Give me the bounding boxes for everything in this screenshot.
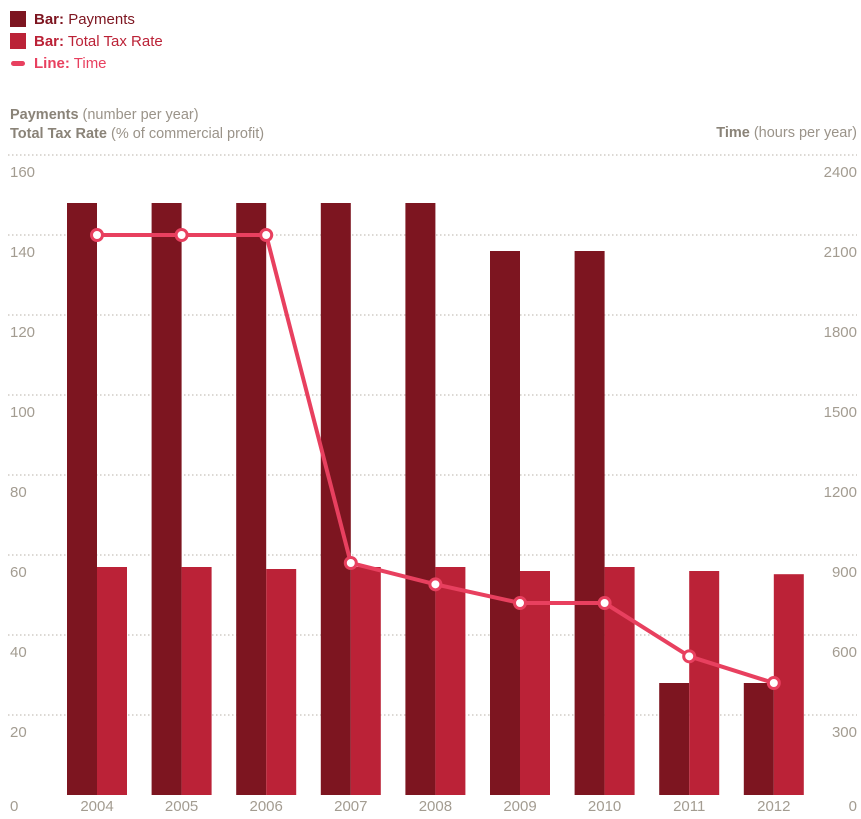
left-axis-title-payments: Payments (number per year)	[10, 107, 199, 123]
point-time-2011	[682, 649, 697, 664]
left-tick-label: 60	[10, 564, 27, 581]
bar-payments-2006	[236, 203, 267, 795]
point-time-2009	[513, 596, 527, 610]
legend-item-payments: Bar: Payments	[10, 8, 163, 30]
point-time-2010	[597, 596, 612, 610]
bar-payments-2010	[574, 251, 605, 795]
bar-total-tax-rate-2006	[266, 569, 297, 795]
legend-label-payments: Payments	[68, 10, 135, 28]
bar-payments-2004	[67, 203, 97, 795]
bar-total-tax-rate-2007	[350, 567, 381, 795]
bar-total-tax-rate-2008	[435, 567, 466, 795]
point-time-2008	[428, 577, 443, 592]
chart-legend: Bar: Payments Bar: Total Tax Rate Line: …	[10, 8, 163, 74]
left-tick-label: 80	[10, 484, 27, 501]
legend-item-time: Line: Time	[10, 52, 163, 74]
x-tick-label: 2004	[80, 798, 113, 815]
point-time-2005	[174, 228, 189, 242]
point-time-2012	[766, 676, 781, 690]
left-axis-title-tax-rate: Total Tax Rate (% of commercial profit)	[10, 126, 265, 142]
left-tick-label: 40	[10, 644, 27, 661]
x-tick-label: 2011	[673, 798, 705, 815]
x-tick-label: 2012	[757, 798, 790, 815]
right-tick-label: 1500	[824, 404, 857, 421]
x-tick-label: 2006	[250, 798, 283, 815]
bar-total-tax-rate-2009	[520, 571, 550, 795]
legend-label-total-tax-rate: Total Tax Rate	[67, 32, 163, 50]
point-time-2004	[90, 228, 104, 242]
legend-swatch-payments	[10, 11, 26, 27]
legend-swatch-time	[11, 60, 25, 66]
right-tick-label: 0	[849, 798, 857, 815]
legend-item-total-tax-rate: Bar: Total Tax Rate	[10, 30, 163, 52]
left-tick-label: 140	[10, 244, 35, 261]
right-axis-title: Time (hours per year)	[716, 125, 857, 141]
axis-ticks: 0 20 40 60 80 100 120 140 160 0 300 600 900 1200 1500 1…	[10, 164, 857, 815]
bar-payments-2011	[659, 683, 690, 795]
x-tick-label: 2007	[334, 798, 367, 815]
bar-total-tax-rate-2004	[97, 567, 127, 795]
bar-payments-2008	[405, 203, 436, 795]
left-axis-titles: Payments (number per year) Total Tax Rat…	[10, 106, 264, 144]
right-tick-label: 2400	[824, 164, 857, 181]
right-tick-label: 1200	[824, 484, 857, 501]
left-tick-label: 20	[10, 724, 27, 741]
time-line	[90, 228, 781, 690]
legend-prefix: Bar:	[34, 10, 65, 28]
point-time-2007	[343, 556, 358, 570]
left-tick-label: 100	[10, 404, 35, 421]
legend-label-time: Time	[73, 54, 107, 72]
left-tick-label: 120	[10, 324, 35, 341]
legend-prefix: Bar:	[34, 32, 65, 50]
x-tick-label: 2005	[165, 798, 198, 815]
bar-payments-2009	[490, 251, 520, 795]
bars	[67, 203, 804, 795]
point-time-2006	[259, 228, 274, 242]
left-tick-label: 160	[10, 164, 35, 181]
x-tick-label: 2009	[503, 798, 536, 815]
bar-payments-2012	[743, 683, 774, 795]
bar-total-tax-rate-2005	[181, 567, 212, 795]
right-tick-label: 1800	[824, 324, 857, 341]
right-tick-label: 2100	[824, 244, 857, 261]
bar-total-tax-rate-2011	[689, 571, 720, 795]
right-tick-label: 900	[832, 564, 857, 581]
left-tick-label: 0	[10, 798, 18, 815]
x-tick-label: 2008	[419, 798, 452, 815]
x-tick-label: 2010	[588, 798, 621, 815]
legend-prefix: Line:	[34, 54, 70, 72]
bar-payments-2005	[151, 203, 182, 795]
right-tick-label: 300	[832, 724, 857, 741]
legend-swatch-total-tax-rate	[10, 33, 26, 49]
right-tick-label: 600	[832, 644, 857, 661]
